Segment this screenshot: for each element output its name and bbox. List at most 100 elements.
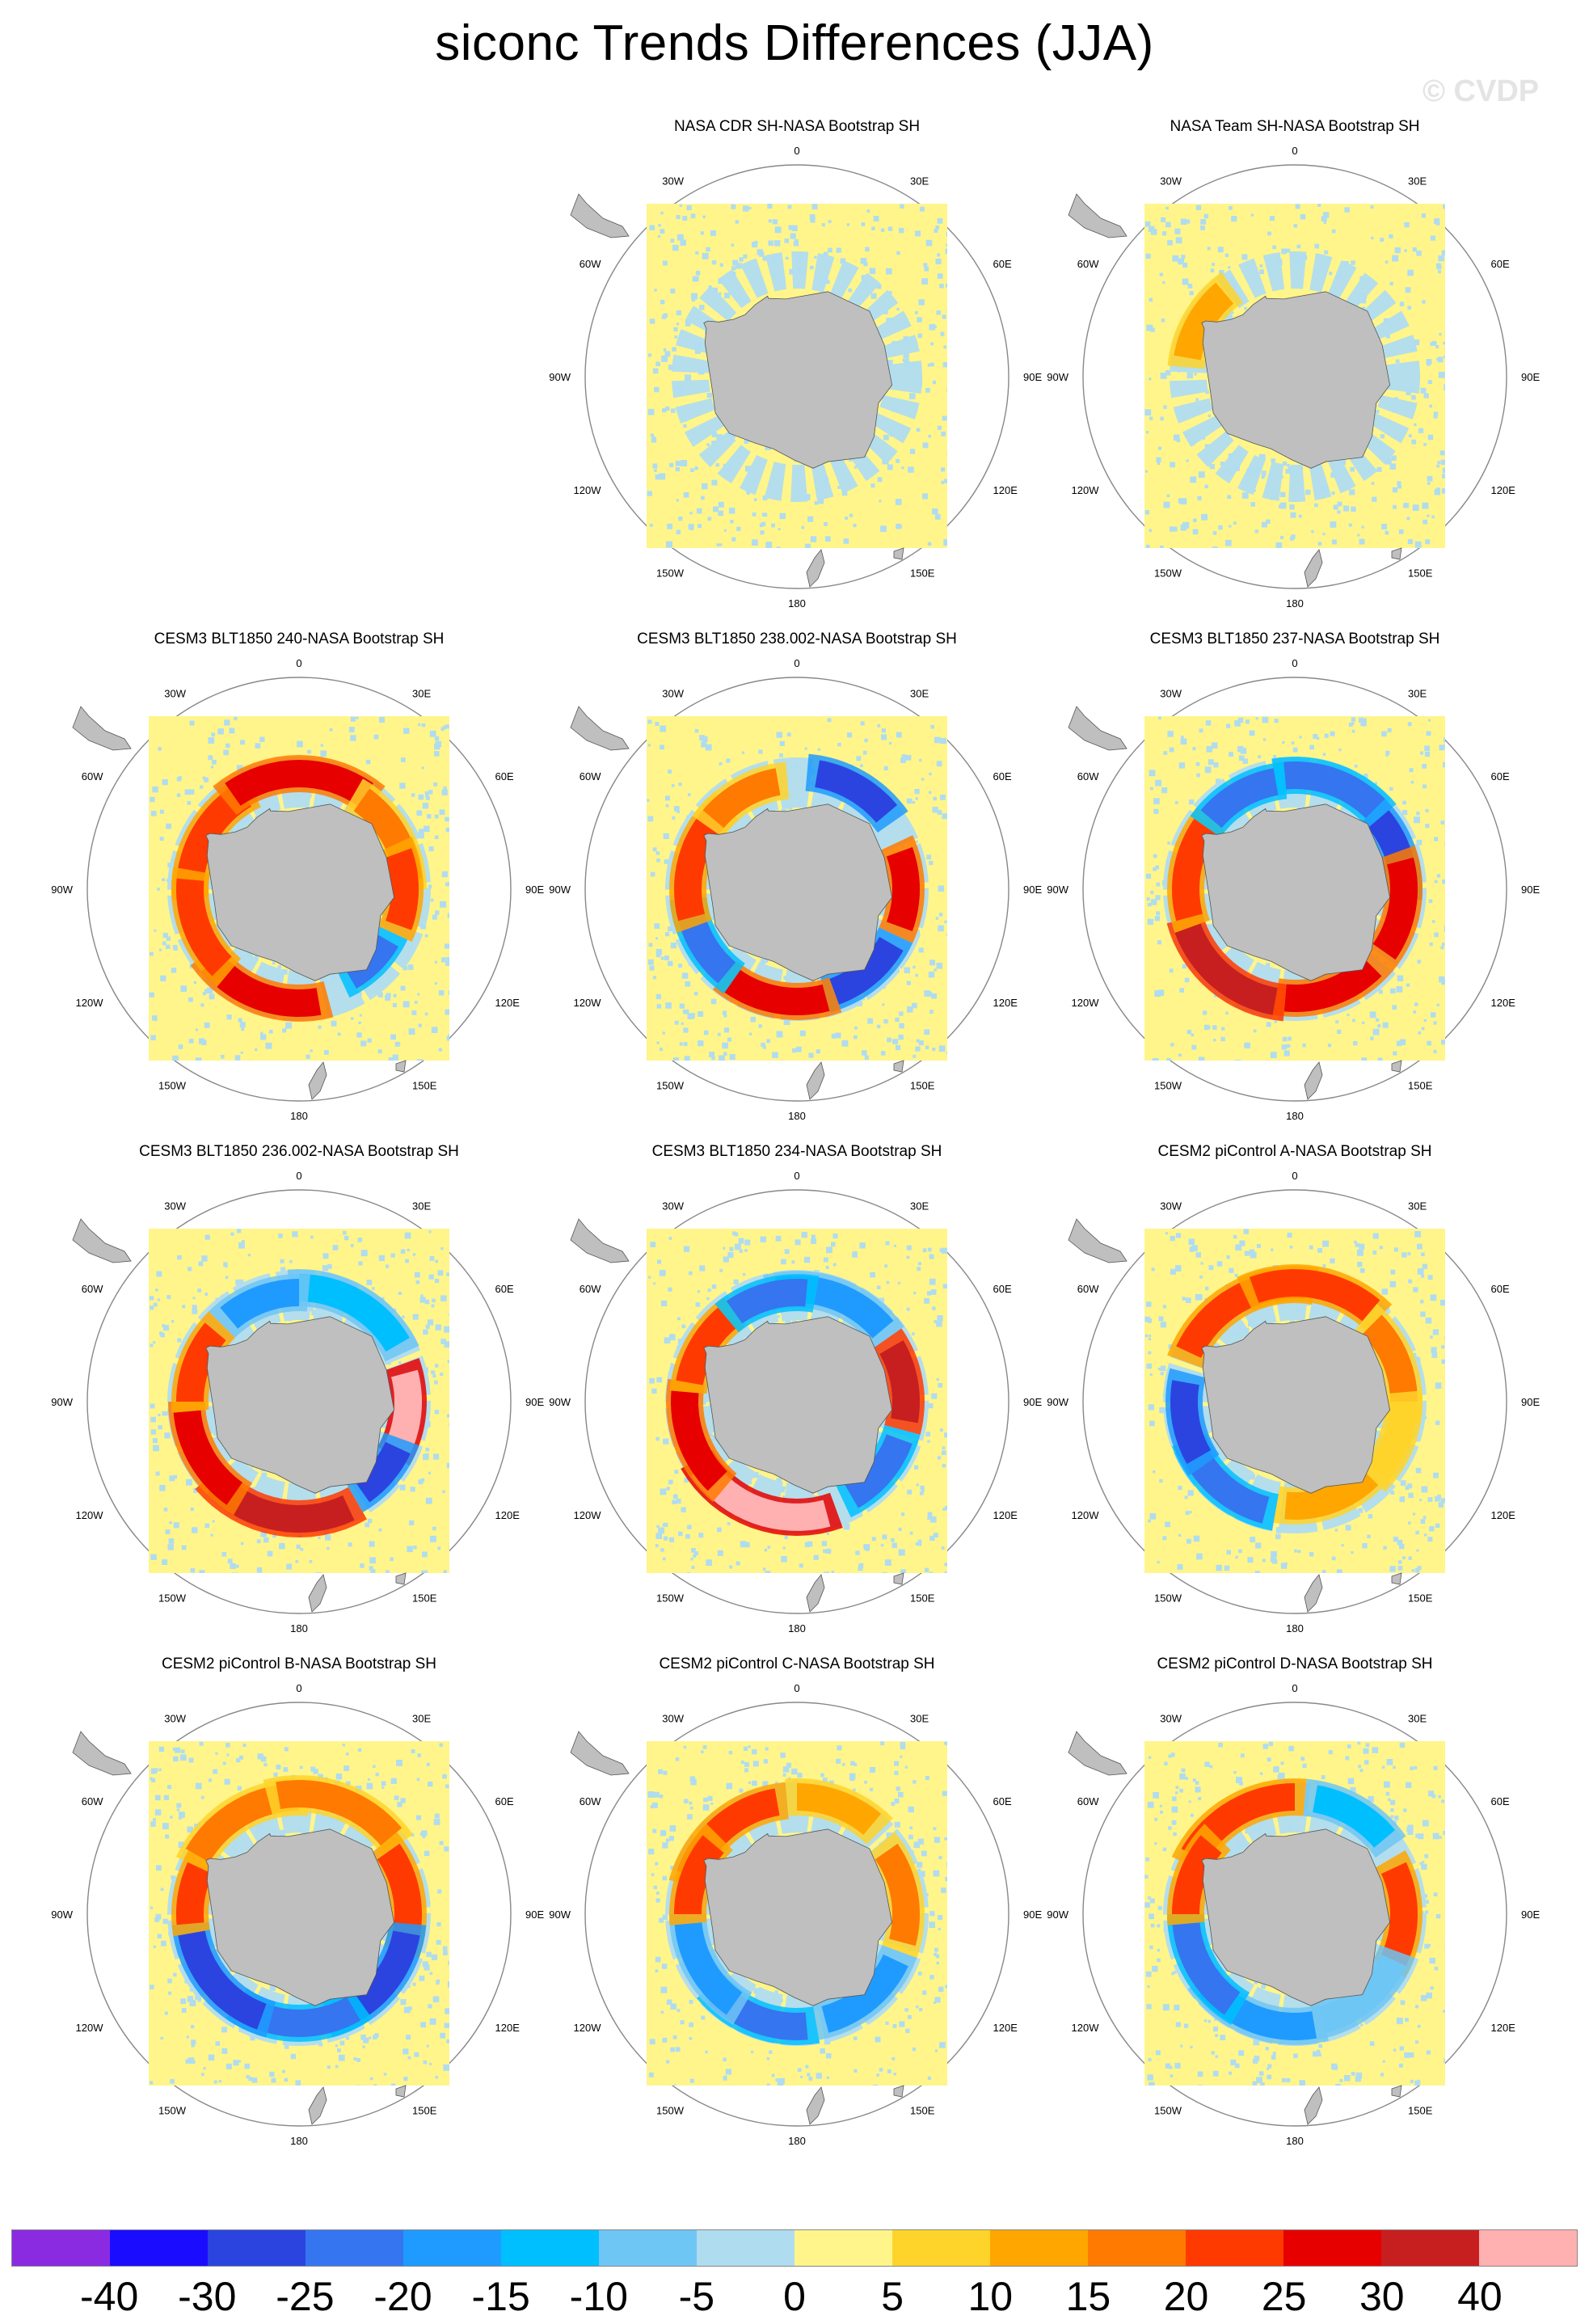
antarctica-landmass bbox=[205, 1828, 395, 2006]
south-america-landmass bbox=[1068, 1731, 1127, 1776]
longitude-label: 120E bbox=[1491, 484, 1516, 496]
longitude-label: 0 bbox=[1292, 1170, 1297, 1182]
polar-stereographic-map: 0 30E 60E 90E 120E 150E 180 150W 120W 90W 60W 30W bbox=[549, 145, 1042, 609]
colorbar-swatch bbox=[208, 2230, 306, 2266]
longitude-label: 180 bbox=[1286, 1622, 1304, 1634]
longitude-label: 180 bbox=[290, 2135, 308, 2147]
longitude-label: 30E bbox=[1408, 1713, 1427, 1725]
longitude-label: 60W bbox=[82, 1795, 103, 1807]
new-zealand-landmass bbox=[806, 549, 825, 588]
longitude-label: 60W bbox=[580, 770, 601, 782]
tasmania-landmass bbox=[1391, 547, 1402, 560]
tasmania-landmass bbox=[1391, 1060, 1402, 1073]
longitude-label: 120W bbox=[76, 2022, 104, 2034]
map-panel: CESM2 piControl D-NASA Bootstrap SH 0 30E 6… bbox=[1047, 1655, 1540, 2157]
antarctica-landmass bbox=[1201, 1316, 1391, 1494]
colorbar-swatch bbox=[1381, 2230, 1479, 2266]
longitude-label: 0 bbox=[1292, 145, 1297, 157]
anomaly-field bbox=[647, 718, 947, 1061]
anomaly-field bbox=[647, 1741, 947, 2086]
polar-stereographic-map: 0 30E 60E 90E 120E 150E 180 150W 120W 90W 60W 30W bbox=[549, 657, 1042, 1122]
longitude-label: 60W bbox=[82, 770, 103, 782]
colorbar-tick-label: -25 bbox=[276, 2274, 335, 2319]
panel-title: NASA Team SH-NASA Bootstrap SH bbox=[1170, 118, 1420, 135]
colorbar-tick-label: 5 bbox=[881, 2274, 904, 2319]
new-zealand-landmass bbox=[308, 1061, 327, 1100]
longitude-label: 60W bbox=[82, 1283, 103, 1295]
longitude-label: 30W bbox=[164, 1200, 186, 1213]
colorbar-tick-label: 20 bbox=[1163, 2274, 1209, 2319]
map-panel: CESM3 BLT1850 236.002-NASA Bootstrap SH 0… bbox=[51, 1143, 544, 1644]
longitude-label: 180 bbox=[1286, 2135, 1304, 2147]
colorbar-swatch bbox=[990, 2230, 1088, 2266]
colorbar-swatch bbox=[12, 2230, 110, 2266]
south-america-landmass bbox=[72, 706, 132, 751]
longitude-label: 180 bbox=[788, 2135, 806, 2147]
longitude-label: 90W bbox=[1047, 1909, 1068, 1921]
polar-stereographic-map: 0 30E 60E 90E 120E 150E 180 150W 120W 90W 60W 30W bbox=[1047, 1170, 1540, 1634]
longitude-label: 90E bbox=[1521, 1396, 1540, 1408]
longitude-label: 150W bbox=[656, 1592, 685, 1605]
longitude-label: 120W bbox=[1072, 484, 1100, 496]
longitude-label: 90W bbox=[1047, 371, 1068, 383]
longitude-label: 150W bbox=[158, 1080, 187, 1092]
longitude-label: 90W bbox=[1047, 884, 1068, 896]
colorbar-swatch bbox=[697, 2230, 794, 2266]
colorbar-tick-label: -20 bbox=[373, 2274, 432, 2319]
longitude-label: 180 bbox=[1286, 1110, 1304, 1122]
longitude-label: 30E bbox=[1408, 1200, 1427, 1213]
antarctica-landmass bbox=[703, 291, 893, 469]
longitude-label: 150W bbox=[158, 1592, 187, 1605]
anomaly-field bbox=[149, 716, 449, 1061]
tasmania-landmass bbox=[395, 2085, 407, 2098]
south-america-landmass bbox=[570, 1218, 630, 1263]
longitude-label: 30W bbox=[1160, 1713, 1182, 1725]
longitude-label: 90W bbox=[549, 1396, 571, 1408]
longitude-label: 0 bbox=[794, 1170, 799, 1182]
longitude-label: 30E bbox=[1408, 688, 1427, 700]
longitude-label: 60W bbox=[1077, 1283, 1099, 1295]
longitude-label: 30W bbox=[164, 688, 186, 700]
polar-stereographic-map: 0 30E 60E 90E 120E 150E 180 150W 120W 90W 60W 30W bbox=[1047, 1682, 1540, 2147]
longitude-label: 120W bbox=[1072, 1509, 1100, 1521]
longitude-label: 120E bbox=[1491, 2022, 1516, 2034]
new-zealand-landmass bbox=[806, 1061, 825, 1100]
antarctica-landmass bbox=[703, 1828, 893, 2006]
new-zealand-landmass bbox=[308, 1574, 327, 1613]
longitude-label: 150W bbox=[1154, 2105, 1182, 2117]
longitude-label: 60W bbox=[1077, 1795, 1099, 1807]
map-panel: CESM3 BLT1850 238.002-NASA Bootstrap SH 0… bbox=[549, 631, 1042, 1132]
map-panel: CESM2 piControl C-NASA Bootstrap SH 0 30E 6… bbox=[549, 1655, 1042, 2157]
colorbar-tick-label: -30 bbox=[178, 2274, 237, 2319]
longitude-label: 0 bbox=[794, 1682, 799, 1694]
new-zealand-landmass bbox=[806, 1574, 825, 1613]
tasmania-landmass bbox=[1391, 2085, 1402, 2098]
longitude-label: 30W bbox=[662, 688, 684, 700]
longitude-label: 150E bbox=[910, 2105, 935, 2117]
longitude-label: 150W bbox=[656, 1080, 685, 1092]
longitude-label: 120W bbox=[574, 1509, 602, 1521]
panel-title: CESM2 piControl B-NASA Bootstrap SH bbox=[161, 1655, 437, 1672]
longitude-label: 120W bbox=[1072, 997, 1100, 1009]
longitude-label: 120W bbox=[1072, 2022, 1100, 2034]
south-america-landmass bbox=[1068, 1218, 1127, 1263]
longitude-label: 90E bbox=[1023, 1396, 1042, 1408]
longitude-label: 60W bbox=[580, 1795, 601, 1807]
longitude-label: 30E bbox=[1408, 175, 1427, 188]
colorbar bbox=[11, 2229, 1578, 2267]
longitude-label: 60E bbox=[993, 1283, 1012, 1295]
map-panel: CESM3 BLT1850 240-NASA Bootstrap SH 0 30E 6… bbox=[51, 631, 544, 1132]
longitude-label: 150E bbox=[412, 1080, 437, 1092]
antarctica-landmass bbox=[703, 1316, 893, 1494]
antarctica-landmass bbox=[703, 803, 893, 981]
longitude-label: 90W bbox=[549, 371, 571, 383]
longitude-label: 30E bbox=[910, 688, 929, 700]
panel-title: CESM3 BLT1850 234-NASA Bootstrap SH bbox=[651, 1143, 942, 1160]
south-america-landmass bbox=[570, 193, 630, 238]
longitude-label: 150W bbox=[158, 2105, 187, 2117]
map-panel: NASA CDR SH-NASA Bootstrap SH 0 30E 60E 90E 1… bbox=[549, 118, 1042, 619]
longitude-label: 120E bbox=[1491, 997, 1516, 1009]
longitude-label: 30W bbox=[1160, 1200, 1182, 1213]
colorbar-tick-label: 25 bbox=[1261, 2274, 1307, 2319]
longitude-label: 90E bbox=[525, 1909, 544, 1921]
